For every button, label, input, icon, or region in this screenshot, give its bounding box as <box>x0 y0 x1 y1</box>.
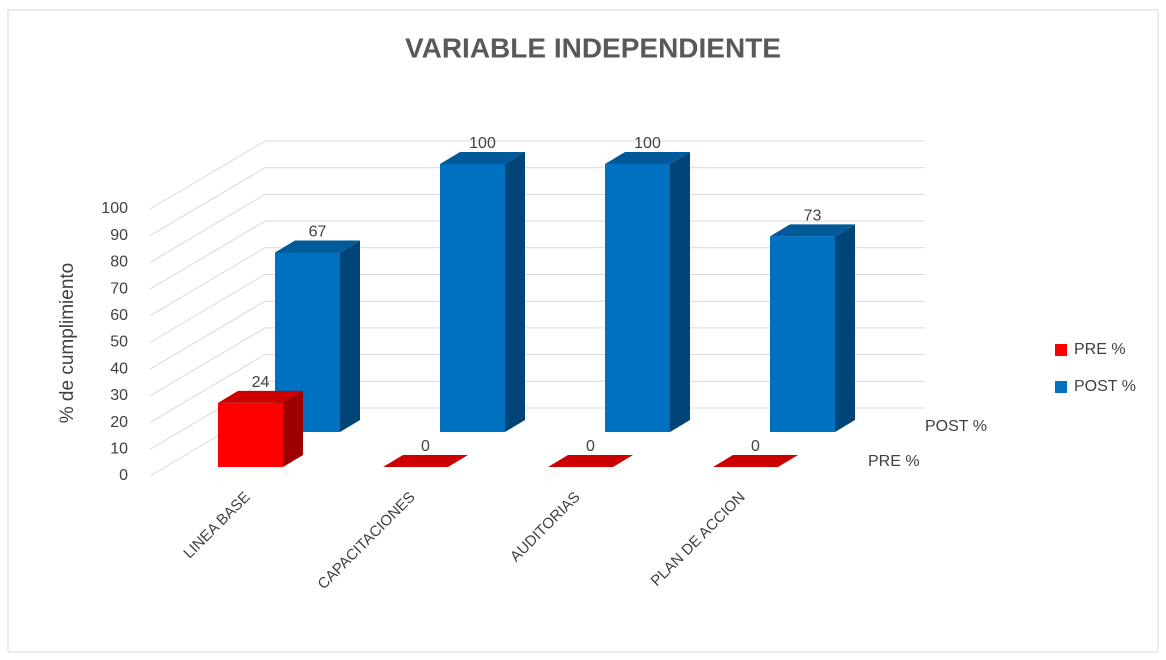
data-label: 100 <box>469 135 496 152</box>
grid-line <box>149 380 925 450</box>
y-tick-label: 60 <box>110 307 128 324</box>
legend-swatch <box>1055 344 1067 356</box>
chart-title: VARIABLE INDEPENDIENTE <box>405 32 781 63</box>
y-tick-label: 30 <box>110 387 128 404</box>
data-label: 0 <box>751 438 760 455</box>
legend-label: POST % <box>1074 378 1136 395</box>
grid-line <box>149 354 925 424</box>
chart-border <box>7 9 1159 653</box>
bar-top <box>548 455 633 467</box>
y-tick-label: 90 <box>110 227 128 244</box>
y-tick-label: 40 <box>110 360 128 377</box>
depth-label: PRE % <box>868 453 920 470</box>
bar-top <box>605 152 690 164</box>
data-label: 24 <box>252 374 270 391</box>
data-label: 0 <box>586 438 595 455</box>
grid-line <box>149 220 925 290</box>
grid-line <box>149 167 925 237</box>
bar <box>770 224 855 432</box>
y-tick-label: 10 <box>110 441 128 458</box>
grid-line <box>149 140 925 210</box>
depth-label: POST % <box>925 418 987 435</box>
legend-label: PRE % <box>1074 341 1126 358</box>
grid-line <box>149 327 925 397</box>
grid-line <box>149 193 925 263</box>
y-tick-label: 50 <box>110 334 128 351</box>
bar <box>605 152 690 432</box>
bar-side <box>670 152 690 432</box>
bar-front <box>218 402 283 467</box>
grid-line <box>149 274 925 343</box>
y-tick-label: 20 <box>110 414 128 431</box>
y-tick-label: 80 <box>110 254 128 271</box>
data-label: 67 <box>309 224 327 241</box>
y-tick-label: 100 <box>101 200 128 217</box>
bar-front <box>605 164 670 432</box>
data-label: 0 <box>421 438 430 455</box>
bar-top <box>218 390 303 403</box>
bar <box>440 152 525 432</box>
legend-swatch <box>1055 381 1067 393</box>
bar-side <box>505 152 525 432</box>
bar-side <box>283 390 303 467</box>
bar-side <box>835 224 855 432</box>
bar <box>548 455 633 467</box>
bar-top <box>770 224 855 237</box>
bar-front <box>440 164 505 432</box>
y-axis-label: % de cumplimiento <box>57 263 78 424</box>
bar-side <box>340 240 360 432</box>
data-label: 100 <box>634 135 661 152</box>
bar-top <box>440 152 525 164</box>
y-tick-label: 0 <box>119 467 128 484</box>
bar-top <box>383 455 468 467</box>
data-label: 73 <box>804 208 822 225</box>
grid-line <box>149 300 925 370</box>
bar <box>713 455 798 467</box>
y-tick-label: 70 <box>110 280 128 297</box>
bar <box>218 390 303 467</box>
bar-front <box>770 236 835 432</box>
grid-line <box>149 247 925 317</box>
bar <box>383 455 468 467</box>
bar-top <box>713 455 798 467</box>
bar-top <box>275 240 360 253</box>
